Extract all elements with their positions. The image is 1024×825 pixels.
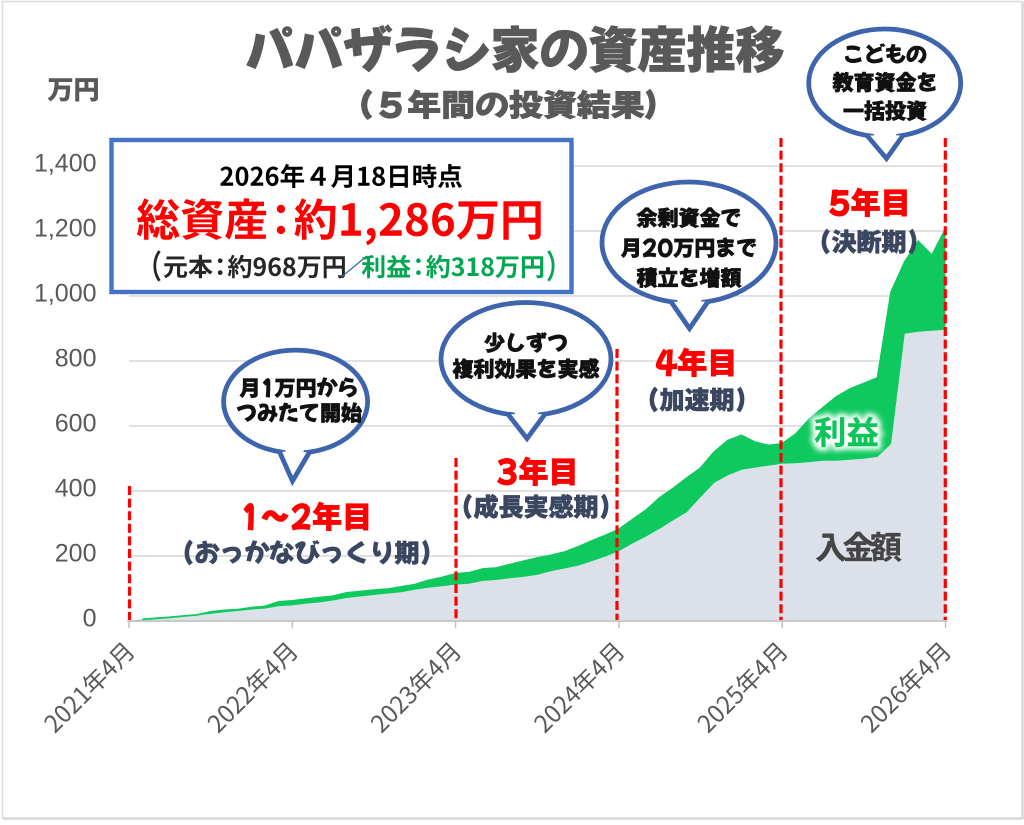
svg-text:1,000: 1,000: [34, 279, 97, 307]
svg-text:0: 0: [83, 604, 97, 632]
svg-text:1,400: 1,400: [34, 149, 97, 177]
svg-text:800: 800: [55, 344, 97, 372]
svg-text:200: 200: [55, 539, 97, 567]
svg-text:400: 400: [55, 474, 97, 502]
svg-text:1,200: 1,200: [34, 214, 97, 242]
svg-text:600: 600: [55, 409, 97, 437]
